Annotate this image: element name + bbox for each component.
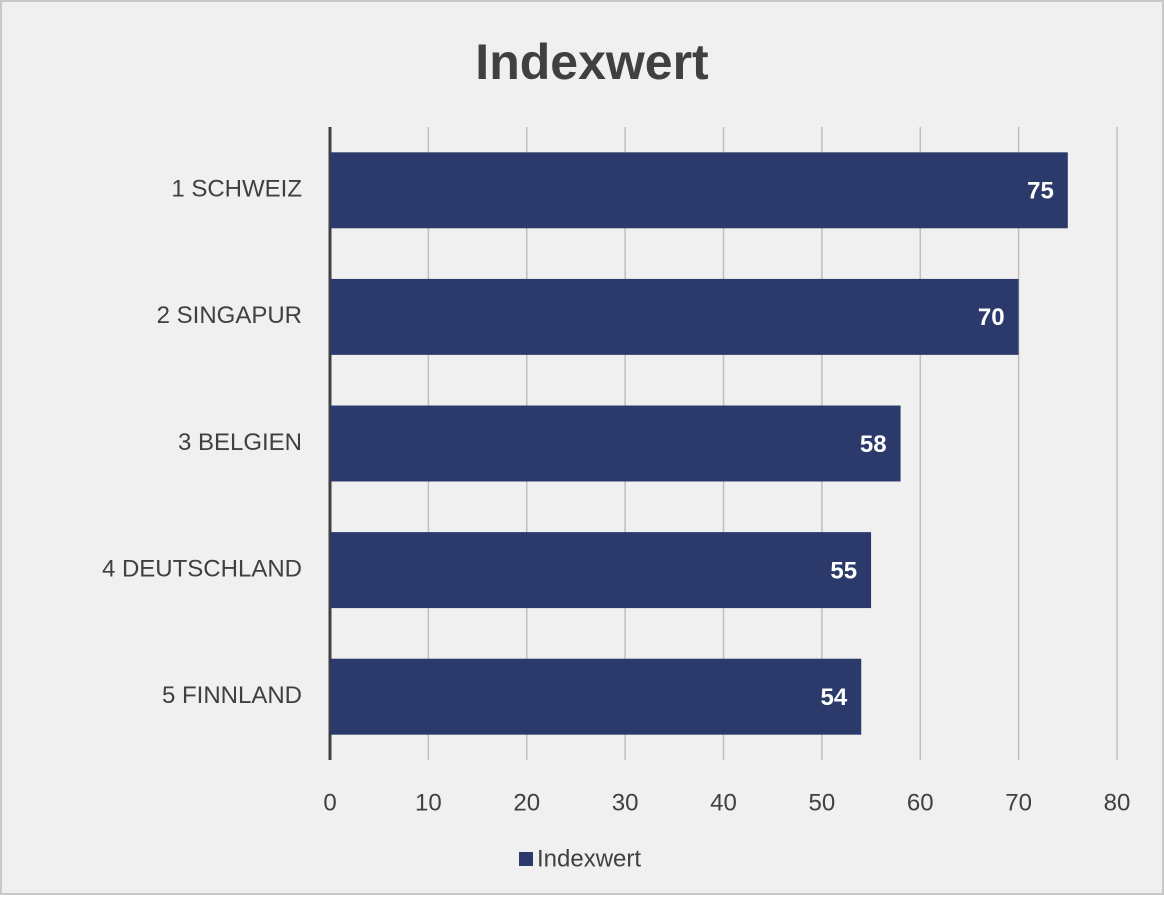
data-label: 70 [978, 304, 1005, 331]
bar [330, 658, 862, 735]
x-tick-label: 20 [513, 789, 540, 816]
data-label: 54 [821, 684, 848, 711]
x-tick-label: 40 [710, 789, 737, 816]
x-tick-label: 80 [1104, 789, 1131, 816]
y-tick-label: 2 SINGAPUR [157, 302, 302, 329]
y-tick-label: 5 FINNLAND [162, 682, 302, 709]
y-tick-label: 3 BELGIEN [178, 429, 302, 456]
y-tick-label: 1 SCHWEIZ [171, 176, 302, 203]
x-tick-label: 0 [323, 789, 336, 816]
data-label: 75 [1027, 178, 1054, 205]
x-tick-label: 50 [809, 789, 836, 816]
bar [330, 405, 901, 482]
x-tick-label: 10 [415, 789, 442, 816]
bar [330, 532, 872, 609]
x-tick-label: 60 [907, 789, 934, 816]
legend-swatch [519, 852, 533, 866]
legend-label: Indexwert [537, 845, 641, 872]
bar [330, 278, 1019, 355]
bar [330, 152, 1068, 229]
x-tick-label: 70 [1005, 789, 1032, 816]
data-label: 55 [830, 557, 857, 584]
y-tick-label: 4 DEUTSCHLAND [102, 555, 302, 582]
x-tick-label: 30 [612, 789, 639, 816]
data-label: 58 [860, 431, 887, 458]
chart-title: Indexwert [475, 34, 709, 90]
